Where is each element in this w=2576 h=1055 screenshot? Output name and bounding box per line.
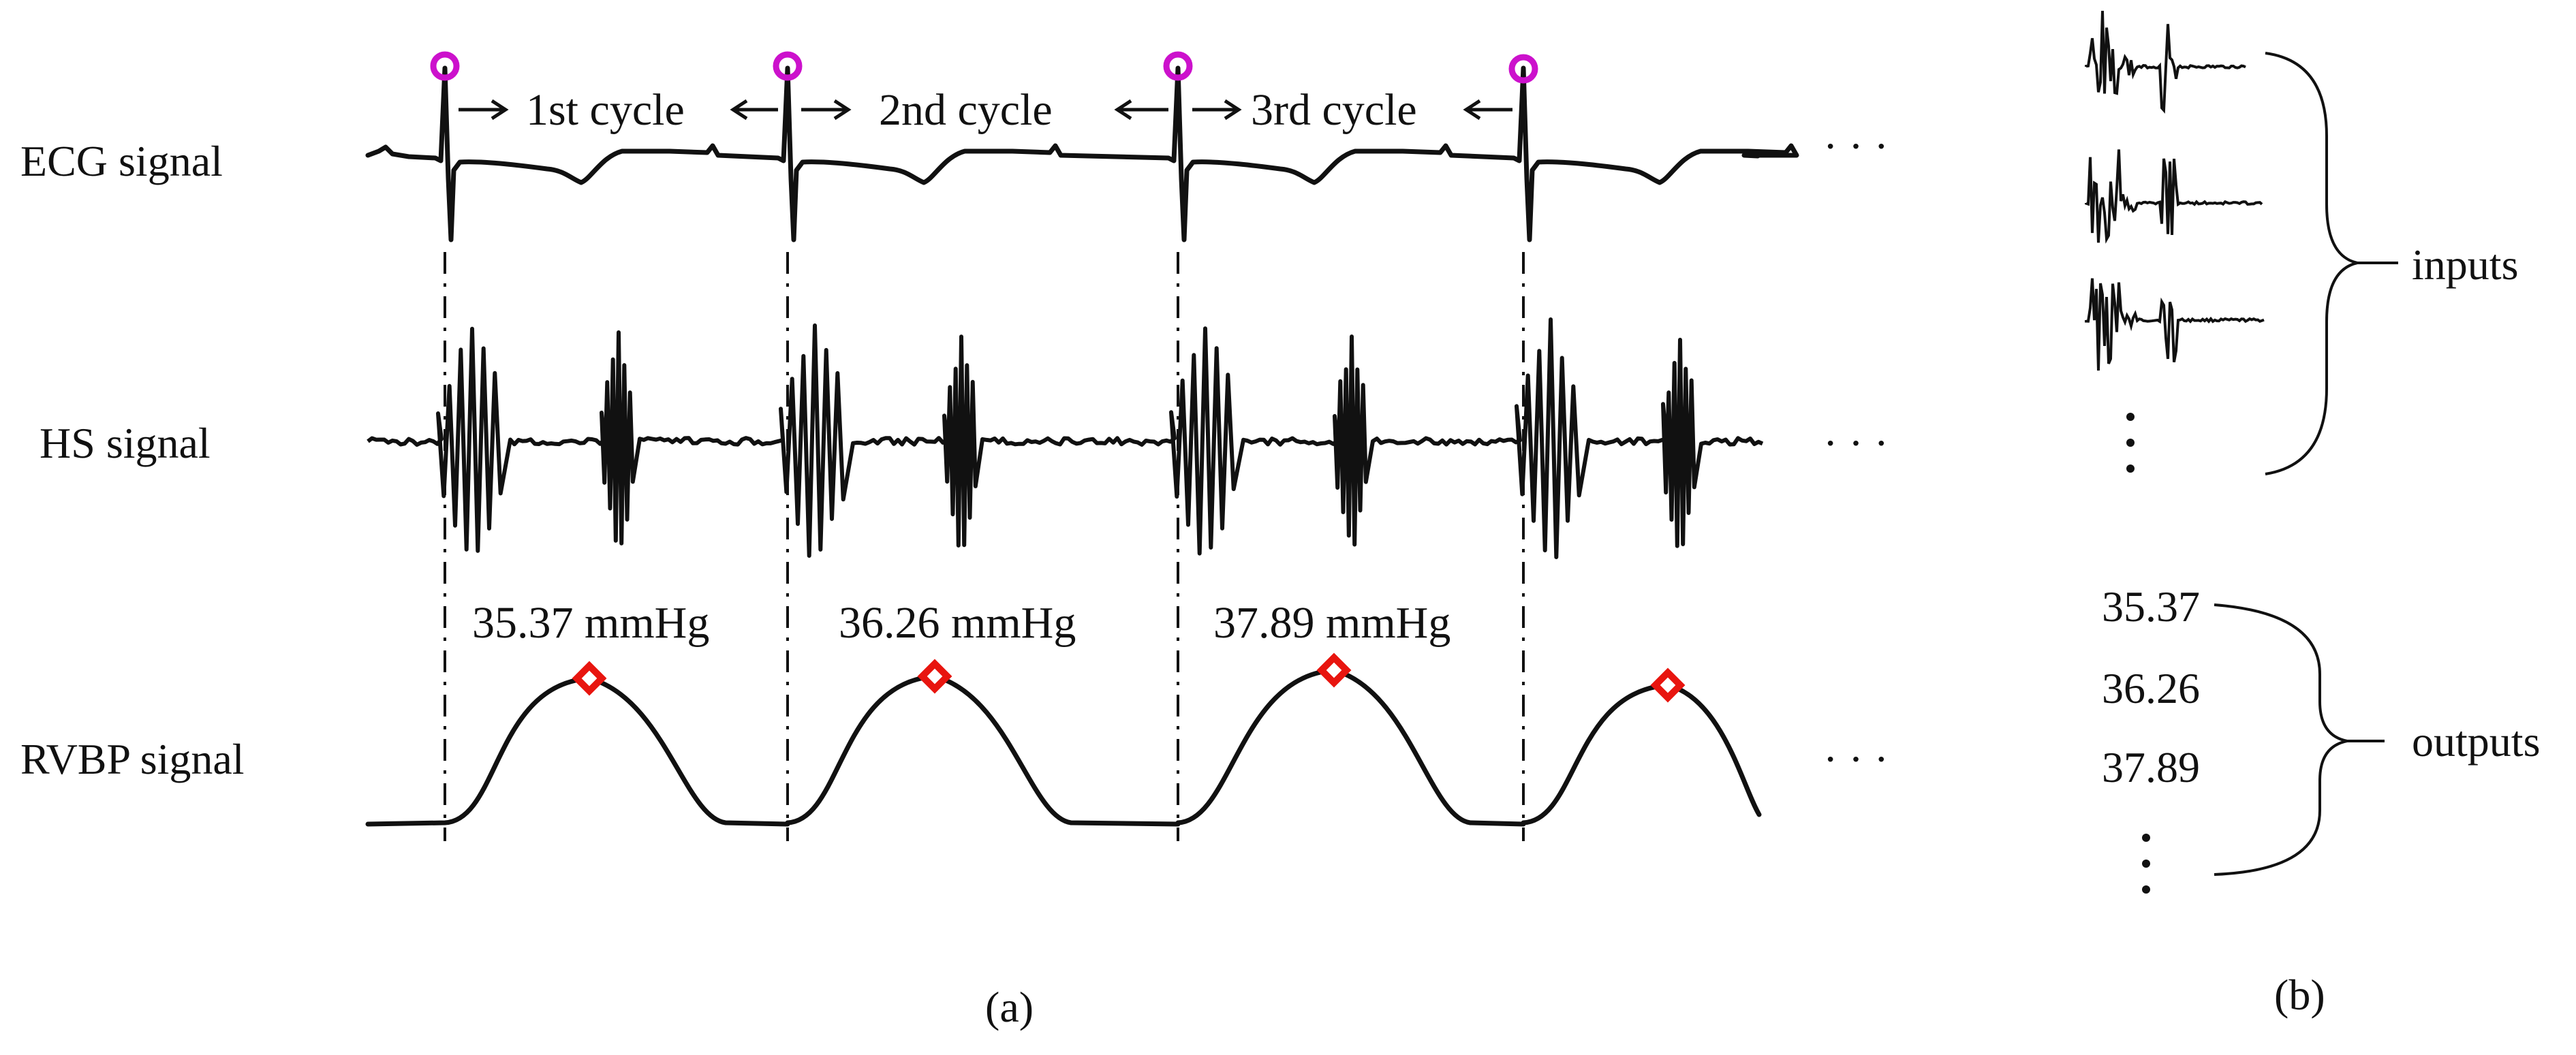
mini-hs-trace	[2085, 149, 2263, 244]
rvbp-trace	[365, 667, 1762, 827]
bp-peak-marker	[572, 661, 607, 696]
arrow-head-right-2	[833, 99, 852, 121]
bp-peak-marker	[1316, 652, 1352, 688]
inputs-label: inputs	[2412, 240, 2518, 289]
outputs-label: outputs	[2412, 717, 2540, 766]
r-peak-markers	[430, 51, 1538, 84]
r-peak-marker	[773, 51, 803, 81]
output-value-1: 35.37	[2102, 582, 2200, 631]
r-peak-marker	[1163, 51, 1193, 81]
outputs-vertical-dots	[2142, 834, 2150, 894]
cycle-label-2: 2nd cycle	[879, 85, 1053, 135]
arrow-head-right-1	[491, 99, 509, 121]
ecg-trace	[365, 65, 1799, 242]
caption-b: (b)	[2274, 971, 2325, 1019]
peak-value-3: 37.89 mmHg	[1213, 598, 1450, 648]
cycle-boundary-lines	[444, 252, 1525, 841]
hs-trace	[367, 317, 1764, 559]
peak-value-2: 36.26 mmHg	[839, 598, 1076, 648]
bp-peak-marker	[1650, 667, 1686, 703]
rvbp-continuation: · · ·	[1823, 735, 1889, 783]
mini-hs-trace	[2085, 278, 2265, 371]
arrow-head-right-3	[1224, 99, 1242, 121]
outputs-brace	[2214, 603, 2348, 876]
cycle-arrows	[459, 99, 1512, 121]
ecg-continuation: · · ·	[1823, 122, 1889, 170]
inputs-brace	[2265, 52, 2358, 475]
arrow-head-left-2	[1114, 99, 1132, 121]
bp-peak-marker	[917, 659, 952, 694]
arrow-head-left-3	[1463, 99, 1481, 121]
rvbp-signal-label: RVBP signal	[20, 735, 245, 783]
output-value-2: 36.26	[2102, 664, 2200, 712]
output-value-3: 37.89	[2102, 743, 2200, 791]
mini-hs-trace	[2085, 10, 2246, 114]
arrow-head-left-1	[730, 99, 748, 121]
caption-a: (a)	[985, 983, 1034, 1031]
cycle-label-1: 1st cycle	[526, 85, 685, 135]
hs-continuation: · · ·	[1823, 419, 1889, 467]
inputs-vertical-dots	[2126, 413, 2135, 473]
bp-peak-markers	[572, 652, 1686, 703]
r-peak-marker	[1508, 54, 1538, 84]
ecg-signal-label: ECG signal	[20, 137, 223, 185]
hs-signal-label: HS signal	[40, 419, 211, 467]
cycle-label-3: 3rd cycle	[1251, 85, 1417, 135]
peak-value-1: 35.37 mmHg	[472, 598, 709, 648]
r-peak-marker	[430, 51, 460, 81]
